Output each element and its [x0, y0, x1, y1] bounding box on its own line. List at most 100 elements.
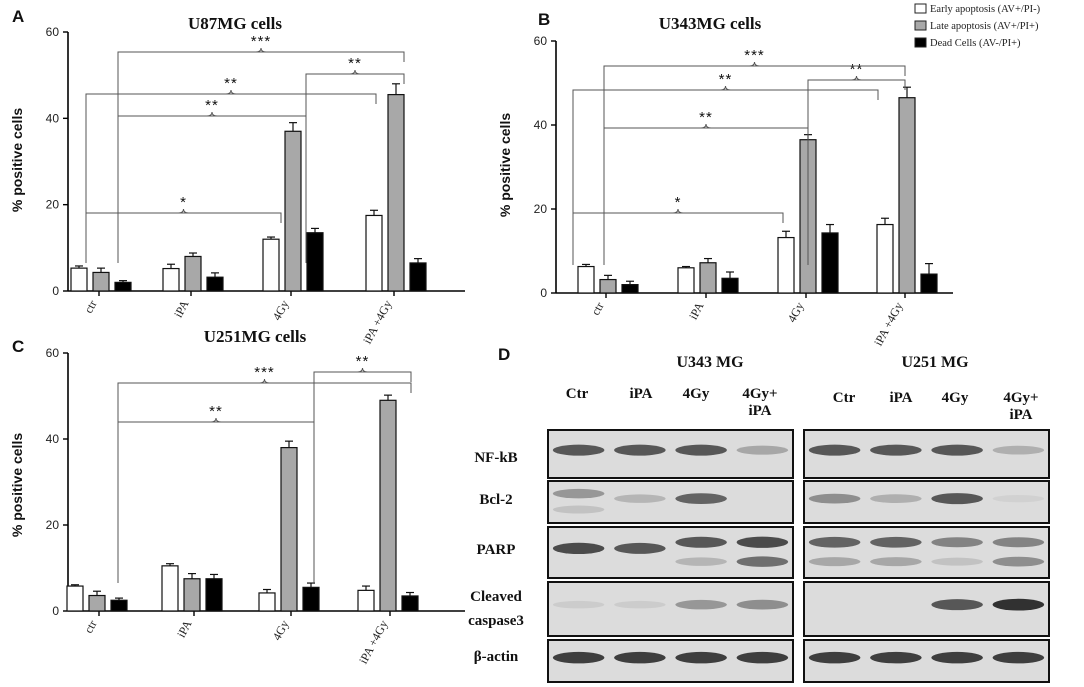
panel-letter-b: B — [538, 10, 550, 29]
blot-band — [870, 494, 922, 504]
lane-label: 4Gy+ — [742, 386, 777, 402]
significance-bracket — [117, 51, 405, 263]
bar — [409, 262, 427, 292]
y-axis-label: % positive cells — [9, 108, 25, 212]
x-tick-label: iPA +4Gy — [871, 300, 906, 348]
panel-letters: A B C D — [12, 7, 550, 364]
x-tick-label: ctr — [81, 298, 99, 316]
row-label: Bcl-2 — [479, 492, 512, 508]
significance-bracket — [313, 371, 412, 583]
bar — [110, 599, 128, 612]
y-tick-label: 0 — [52, 284, 59, 298]
significance-bracket — [305, 73, 405, 263]
blot-band — [808, 493, 861, 504]
blot-band — [675, 493, 727, 505]
blot-strip — [547, 480, 794, 524]
blot-band — [552, 444, 605, 456]
blot-title: U343 MG — [676, 354, 744, 371]
x-tick-label: 4Gy — [785, 300, 807, 325]
blot-band — [736, 536, 789, 548]
chart-title: U251MG cells — [204, 327, 307, 346]
row-label: caspase3 — [468, 613, 524, 629]
bar — [387, 93, 405, 292]
x-tick-label: 4Gy — [270, 618, 292, 643]
blot-band — [675, 536, 727, 548]
significance-bracket — [117, 382, 412, 583]
blot-band — [992, 556, 1045, 567]
blot-band — [808, 557, 861, 567]
bracket-brace — [255, 47, 267, 53]
significance-label: ** — [205, 97, 219, 114]
y-tick-label: 20 — [46, 198, 60, 212]
y-axis-label: % positive cells — [497, 113, 513, 217]
blot-band — [552, 600, 605, 609]
bracket-brace — [851, 75, 862, 81]
blot-band — [931, 537, 983, 548]
bar — [365, 214, 383, 292]
blot-band — [808, 536, 861, 548]
lane-label: Ctr — [833, 390, 856, 406]
blot-band — [614, 542, 666, 554]
significance-label: *** — [251, 33, 272, 50]
significance-label: ** — [850, 61, 864, 78]
bracket-brace — [210, 417, 222, 423]
y-axis-label: % positive cells — [9, 433, 25, 537]
bar — [699, 262, 717, 294]
lane-label: iPA — [889, 390, 912, 406]
legend-swatch — [914, 3, 927, 14]
significance-label: ** — [356, 353, 370, 370]
bar — [70, 267, 88, 292]
bar — [206, 276, 224, 292]
y-tick-label: 20 — [534, 202, 548, 216]
bar — [599, 278, 617, 294]
blot-band — [808, 651, 861, 664]
y-tick-label: 40 — [46, 432, 60, 446]
significance-label: ** — [719, 71, 733, 88]
significance-label: *** — [254, 364, 275, 381]
blot-band — [992, 445, 1045, 455]
blot-band — [992, 537, 1045, 548]
bar-charts: U87MG cells % positive cells 0 20 40 60 ctr iPA… — [9, 14, 953, 666]
western-blot-panel: NF-kB Bcl-2 PARP Cleaved caspase3 β-actin U343… — [468, 354, 1050, 683]
x-tick-label: ctr — [81, 618, 99, 636]
bar — [401, 595, 419, 612]
bar — [920, 273, 938, 294]
bar — [821, 232, 839, 294]
y-tick-label: 0 — [52, 604, 59, 618]
blot-band — [552, 542, 605, 555]
x-tick-label: iPA — [171, 298, 192, 320]
blot-band — [870, 651, 922, 664]
bar — [898, 97, 916, 294]
row-label: NF-kB — [474, 450, 517, 466]
blot-band — [736, 651, 789, 664]
significance-label: ** — [699, 109, 713, 126]
blot-band — [736, 556, 789, 567]
bar — [258, 592, 276, 612]
y-tick-label: 60 — [534, 34, 548, 48]
y-tick-label: 20 — [46, 518, 60, 532]
significance-bracket — [85, 212, 282, 263]
x-tick-label: 4Gy — [270, 298, 292, 323]
legend-label: Dead Cells (AV-/PI+) — [930, 38, 1021, 49]
bar — [306, 232, 324, 292]
bar — [577, 265, 595, 294]
bar — [88, 594, 106, 612]
x-tick-label: iPA — [174, 618, 195, 640]
panel-letter-a: A — [12, 7, 24, 26]
bar — [284, 130, 302, 292]
significance-bracket — [572, 89, 879, 265]
legend-swatch — [914, 20, 927, 31]
lane-label: 4Gy+ — [1003, 390, 1038, 406]
bar — [205, 578, 223, 612]
blot-band — [675, 444, 727, 456]
bar — [721, 277, 739, 294]
y-tick-label: 40 — [534, 118, 548, 132]
bar — [161, 565, 179, 612]
significance-label: * — [675, 194, 682, 211]
chart-title: U343MG cells — [659, 14, 762, 33]
y-tick-label: 40 — [46, 111, 60, 125]
x-tick-label: iPA +4Gy — [356, 618, 391, 666]
blot-band — [931, 651, 983, 664]
lane-label: iPA — [629, 386, 652, 402]
